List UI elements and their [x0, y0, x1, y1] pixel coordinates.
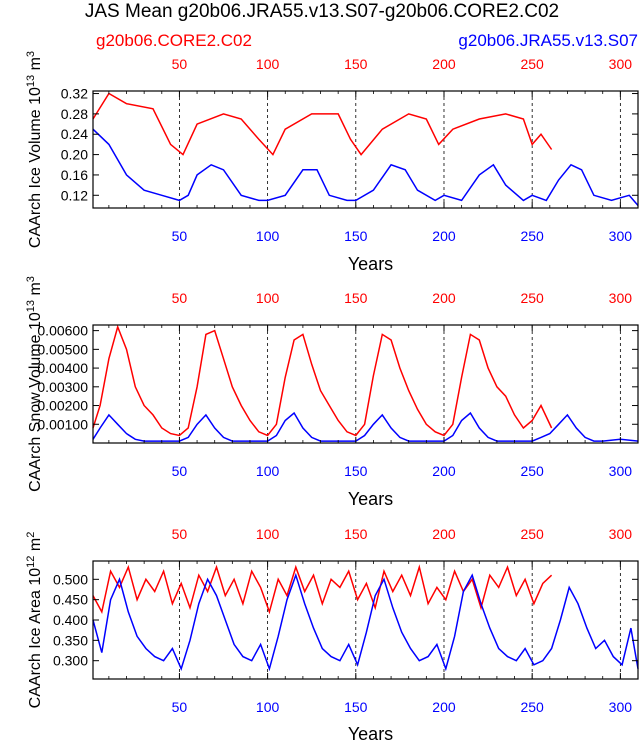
- x-tick-label-top: 300: [609, 526, 633, 542]
- plot-frame: [92, 90, 639, 209]
- x-tick-label-bottom: 250: [520, 463, 544, 479]
- y-axis-label: CAArch Ice Area 1012 m2: [25, 532, 44, 709]
- series-line-red: [92, 564, 553, 615]
- y-tick-label: 0.00600: [37, 323, 88, 339]
- x-tick-label-top: 100: [256, 526, 280, 542]
- y-tick-label: 0.16: [61, 167, 88, 183]
- x-tick-label-bottom: 300: [609, 228, 633, 244]
- series-line-blue: [92, 572, 639, 672]
- y-tick-label: 0.350: [53, 632, 88, 648]
- y-tick-label: 0.00400: [37, 360, 88, 376]
- y-tick-label: 0.00500: [37, 341, 88, 357]
- y-tick-label: 0.12: [61, 187, 88, 203]
- series-line-red: [92, 324, 553, 437]
- x-tick-label-bottom: 200: [432, 228, 456, 244]
- chart-title: JAS Mean g20b06.JRA55.v13.S07-g20b06.COR…: [85, 1, 559, 22]
- x-tick-label-top: 50: [172, 526, 188, 542]
- y-tick-label: 0.00200: [37, 398, 88, 414]
- y-tick-label: 0.24: [61, 126, 88, 142]
- x-tick-label-top: 50: [172, 56, 188, 72]
- series-line-blue: [92, 411, 639, 442]
- chart-panel-3: 0.300 0.350 0.400 0.450 0.500 50 100 150 200 250 3…: [25, 526, 639, 742]
- x-tick-label-bottom: 250: [520, 699, 544, 715]
- x-axis-label: Years: [348, 489, 393, 509]
- legend-blue-label: g20b06.JRA55.v13.S07: [458, 31, 638, 50]
- x-tick-label-bottom: 50: [172, 228, 188, 244]
- y-axis-label: CAArch Snow Volume 1013 m3: [25, 276, 44, 492]
- y-tick-label: 0.32: [61, 86, 88, 102]
- x-tick-label-bottom: 50: [172, 463, 188, 479]
- x-tick-label-top: 100: [256, 290, 280, 306]
- x-tick-label-bottom: 100: [256, 463, 280, 479]
- x-tick-label-top: 250: [520, 526, 544, 542]
- y-tick-label: 0.450: [53, 592, 88, 608]
- plot-frame: [92, 324, 639, 444]
- x-tick-label-top: 100: [256, 56, 280, 72]
- x-tick-label-bottom: 200: [432, 463, 456, 479]
- x-tick-label-bottom: 250: [520, 228, 544, 244]
- series-line-blue: [92, 128, 639, 206]
- plot-frame: [92, 560, 639, 680]
- y-tick-label: 0.00100: [37, 416, 88, 432]
- series-line-red: [92, 92, 553, 156]
- y-tick-label: 0.300: [53, 653, 88, 669]
- x-tick-label-bottom: 150: [344, 228, 368, 244]
- chart-panel-2: 0.00100 0.00200 0.00300 0.00400 0.00500 0.006…: [25, 276, 639, 509]
- y-tick-label: 0.400: [53, 612, 88, 628]
- x-tick-label-top: 200: [432, 526, 456, 542]
- x-tick-label-bottom: 50: [172, 699, 188, 715]
- x-tick-label-bottom: 300: [609, 463, 633, 479]
- y-tick-label: 0.500: [53, 571, 88, 587]
- y-tick-label: 0.00300: [37, 379, 88, 395]
- x-tick-label-bottom: 150: [344, 699, 368, 715]
- x-tick-label-bottom: 100: [256, 228, 280, 244]
- x-tick-label-bottom: 200: [432, 699, 456, 715]
- x-tick-label-top: 200: [432, 56, 456, 72]
- x-tick-label-top: 300: [609, 290, 633, 306]
- x-tick-label-top: 150: [344, 526, 368, 542]
- y-tick-label: 0.28: [61, 106, 88, 122]
- y-axis-label: CAArch Ice Volume 1013 m3: [25, 51, 44, 248]
- x-tick-label-top: 300: [609, 56, 633, 72]
- x-tick-label-bottom: 100: [256, 699, 280, 715]
- x-tick-label-bottom: 150: [344, 463, 368, 479]
- y-tick-label: 0.20: [61, 147, 88, 163]
- x-tick-label-top: 200: [432, 290, 456, 306]
- x-axis-label: Years: [348, 254, 393, 274]
- chart-panel-1: 0.12 0.16 0.20 0.24 0.28 0.32 50 100 150 200 250 30…: [25, 51, 639, 274]
- legend-red-label: g20b06.CORE2.C02: [96, 31, 252, 50]
- x-tick-label-top: 150: [344, 56, 368, 72]
- x-tick-label-top: 250: [520, 56, 544, 72]
- x-axis-label: Years: [348, 724, 393, 742]
- x-tick-label-top: 250: [520, 290, 544, 306]
- x-tick-label-top: 50: [172, 290, 188, 306]
- x-tick-label-bottom: 300: [609, 699, 633, 715]
- x-tick-label-top: 150: [344, 290, 368, 306]
